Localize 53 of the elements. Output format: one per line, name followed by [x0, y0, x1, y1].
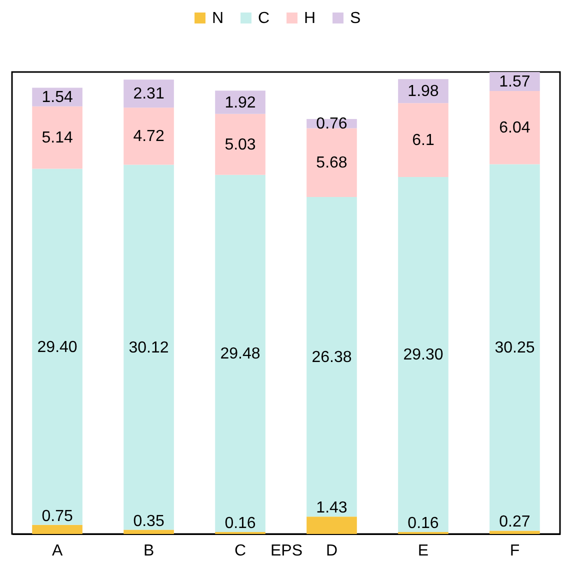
data-label: 1.98 — [408, 83, 439, 100]
data-label: 0.27 — [499, 514, 530, 531]
data-label: 1.57 — [499, 74, 530, 91]
bar — [398, 103, 448, 178]
data-label: 0.16 — [224, 515, 256, 532]
data-label: 2.31 — [133, 86, 164, 103]
bar — [32, 168, 82, 525]
x-tick-label: A — [52, 542, 63, 560]
bar — [306, 128, 357, 198]
bar — [398, 177, 448, 532]
data-label: 29.48 — [220, 345, 260, 362]
bar — [124, 80, 174, 108]
x-axis-title: EPS — [270, 542, 303, 560]
data-label: 0.75 — [42, 508, 73, 525]
bar — [124, 530, 174, 534]
data-label: 5.14 — [42, 130, 73, 147]
x-tick-label: E — [418, 542, 429, 560]
x-tick-label: C — [234, 542, 246, 560]
data-label: 5.03 — [224, 136, 256, 154]
bar — [215, 90, 266, 114]
data-label: 5.68 — [316, 154, 348, 172]
data-label: 0.16 — [408, 515, 439, 532]
data-label: 26.38 — [312, 348, 352, 366]
bar — [32, 524, 82, 534]
data-label: 1.43 — [316, 500, 348, 517]
data-label: 0.35 — [133, 512, 164, 530]
bar — [490, 164, 540, 531]
x-tick-label: D — [326, 542, 338, 560]
x-tick-label: B — [143, 542, 154, 560]
legend-label: C — [258, 10, 270, 27]
bar — [490, 91, 540, 164]
legend-label: S — [350, 10, 361, 27]
data-label: 0.76 — [316, 116, 348, 133]
bar — [215, 174, 266, 532]
bar — [124, 164, 174, 530]
bar — [490, 530, 540, 534]
data-label: 1.54 — [42, 89, 73, 106]
data-label: 30.12 — [128, 339, 169, 356]
legend-label: N — [212, 10, 224, 27]
data-label: 1.92 — [224, 94, 256, 112]
legend-label: H — [304, 10, 316, 27]
data-label: 4.72 — [133, 128, 164, 146]
bar — [306, 516, 357, 534]
bar — [124, 108, 174, 165]
data-label: 29.30 — [403, 346, 444, 364]
data-label: 6.1 — [412, 132, 434, 150]
data-label: 30.25 — [494, 339, 535, 356]
x-tick-label: F — [510, 542, 520, 560]
bar — [32, 106, 82, 169]
data-label: 6.04 — [499, 120, 530, 137]
bar — [306, 197, 357, 517]
bar — [215, 114, 266, 175]
data-label: 29.40 — [37, 338, 78, 356]
